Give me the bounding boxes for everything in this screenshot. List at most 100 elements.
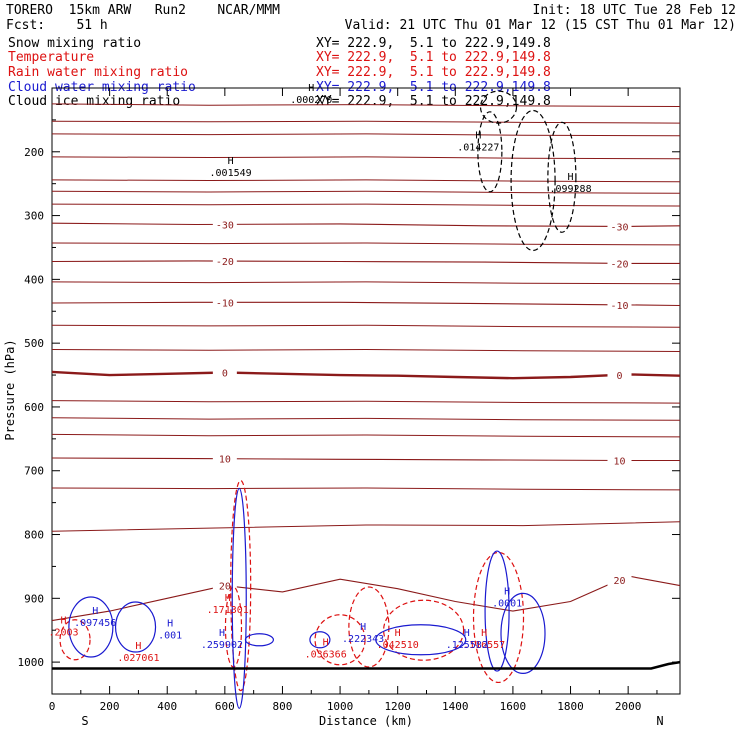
terrain-surface [52,660,681,670]
rain-max-value: .2003 [48,627,78,638]
contour-label: 0 [222,369,228,380]
temperature-isotherm-minor [51,156,681,160]
contour-label: 10 [219,455,231,466]
cloud-water-contour [68,596,114,658]
x-tick-label: 1600 [500,700,527,713]
y-tick-label: 300 [24,210,44,223]
x-tick-label: 1000 [327,700,354,713]
contour-label-bg [607,454,632,467]
header-model: TORERO 15km ARW Run2 NCAR/MMM [6,3,280,18]
cloud-water-max-value: .125582 [446,640,488,651]
snow-max-h-mark: H [308,83,314,94]
cloud-water-max-h-mark: H [360,622,366,633]
x-tick-label: 200 [100,700,120,713]
cloud-water-contour [309,631,331,649]
rain-max-value: .036366 [305,650,347,661]
header-fcst: Fcst: 51 h [6,18,108,33]
cloud-water-contour [484,550,510,672]
temperature-contour [51,457,680,462]
cloud-water-max-h-mark: H [219,628,225,639]
legend-rain-label: Rain water mixing ratio [8,65,189,80]
snow-contour [479,90,518,124]
x-tick-label: 1800 [557,700,584,713]
cloud-water-max-h-mark: H [167,619,173,630]
snow-max-value: .000270 [290,95,332,106]
y-tick-label: 400 [24,273,44,286]
temperature-contour [51,301,681,307]
decorative-contours [51,90,681,709]
temperature-isotherm-minor [51,433,681,438]
cloud-water-max-h-mark: H [464,628,470,639]
x-tick-label: 600 [215,700,235,713]
cloud-water-max-value: .259902 [201,640,243,651]
legend-rain-xy: XY= 222.9, 5.1 to 222.9,149.8 [316,65,551,80]
axes: 0 200 400 600 800 1000 1200 1400 1600 1800 2000200… [18,88,680,713]
rain-max-value: .027061 [117,653,159,664]
rain-contour [230,479,252,692]
contour-label: -30 [610,222,628,233]
contour-label-bg [212,254,237,267]
plot-frame [51,87,681,695]
contour-label: 0 [616,371,622,382]
temperature-isotherm-minor [51,103,681,107]
x-tick-label: 0 [49,700,56,713]
temperature-isotherm-minor [51,521,681,532]
contour-label-bg [607,298,632,311]
temperature-isotherm-minor [51,348,681,352]
rain-contour [472,551,525,684]
snow-max-value: .099288 [549,184,591,195]
cloud-water-contour [231,487,247,709]
temperature-isotherm-minor [51,324,681,328]
header-valid: Valid: 21 UTC Thu 01 Mar 12 (15 CST Thu … [344,18,736,33]
cloud-water-max-h-mark: H [92,606,98,617]
cloud-water-contour [500,592,546,675]
contour-label: -10 [216,298,234,309]
rain-max-h-mark: H [61,615,67,626]
rain-max-value: .116557 [463,640,505,651]
temperature-isotherm-minor [51,179,681,183]
contour-label: 20 [613,576,625,587]
snow-contour [477,111,503,193]
contour-label: -30 [216,220,234,231]
y-tick-label: 500 [24,337,44,350]
cloud-water-max-value: .0001 [492,599,522,610]
x-end-label-north: N [656,714,663,728]
temperature-isotherm-minor [51,190,681,194]
contour-label: 10 [613,456,625,467]
y-tick-label: 700 [24,465,44,478]
temperature-isotherm-minor [51,203,681,207]
contour-label-bg [212,218,237,231]
contour-label-bg [212,296,237,309]
contour-label: 20 [219,582,231,593]
y-tick-label: 1000 [18,656,45,669]
x-tick-label: 400 [157,700,177,713]
temperature-contour [51,575,681,622]
cloud-water-max-value: .222343 [342,634,384,645]
cloud-water-contour [244,633,275,647]
temperature-isotherm-minor [51,133,681,137]
temperature-isotherm-minor [51,242,681,246]
header-init: Init: 18 UTC Tue 28 Feb 12 [532,3,737,18]
y-axis-title: Pressure (hPa) [3,339,17,440]
cloud-water-max-value: .001 [158,631,182,642]
snow-max-value: .014227 [457,143,499,154]
temperature-isotherm-minor [51,487,681,491]
cloud-water-contour [375,624,467,656]
snow-max-h-mark: H [568,172,574,183]
snow-contour [547,121,577,233]
snow-max-h-mark: H [228,156,234,167]
cloud-water-max-value: .097456 [74,618,116,629]
legend-temperature-label: Temperature [8,50,95,65]
legend-temperature-xy: XY= 222.9, 5.1 to 222.9,149.8 [316,50,551,65]
x-axis-title: Distance (km) [319,714,413,728]
contour-label-bg [212,366,237,379]
temperature-isotherm-minor [51,400,681,404]
rain-max-h-mark: H [395,628,401,639]
temperature-isotherm-minor [51,120,681,124]
rain-max-h-mark: H [225,593,231,604]
temperature-contours: -30 -30 -20 -20 -10 -10 0 0 10 10 20 20 [51,218,681,622]
maxima-markers: H.001549H.000270H.014227H.099288H.2003H.… [48,83,591,664]
snow-max-h-mark: H [475,131,481,142]
contour-label-bg [607,573,632,586]
